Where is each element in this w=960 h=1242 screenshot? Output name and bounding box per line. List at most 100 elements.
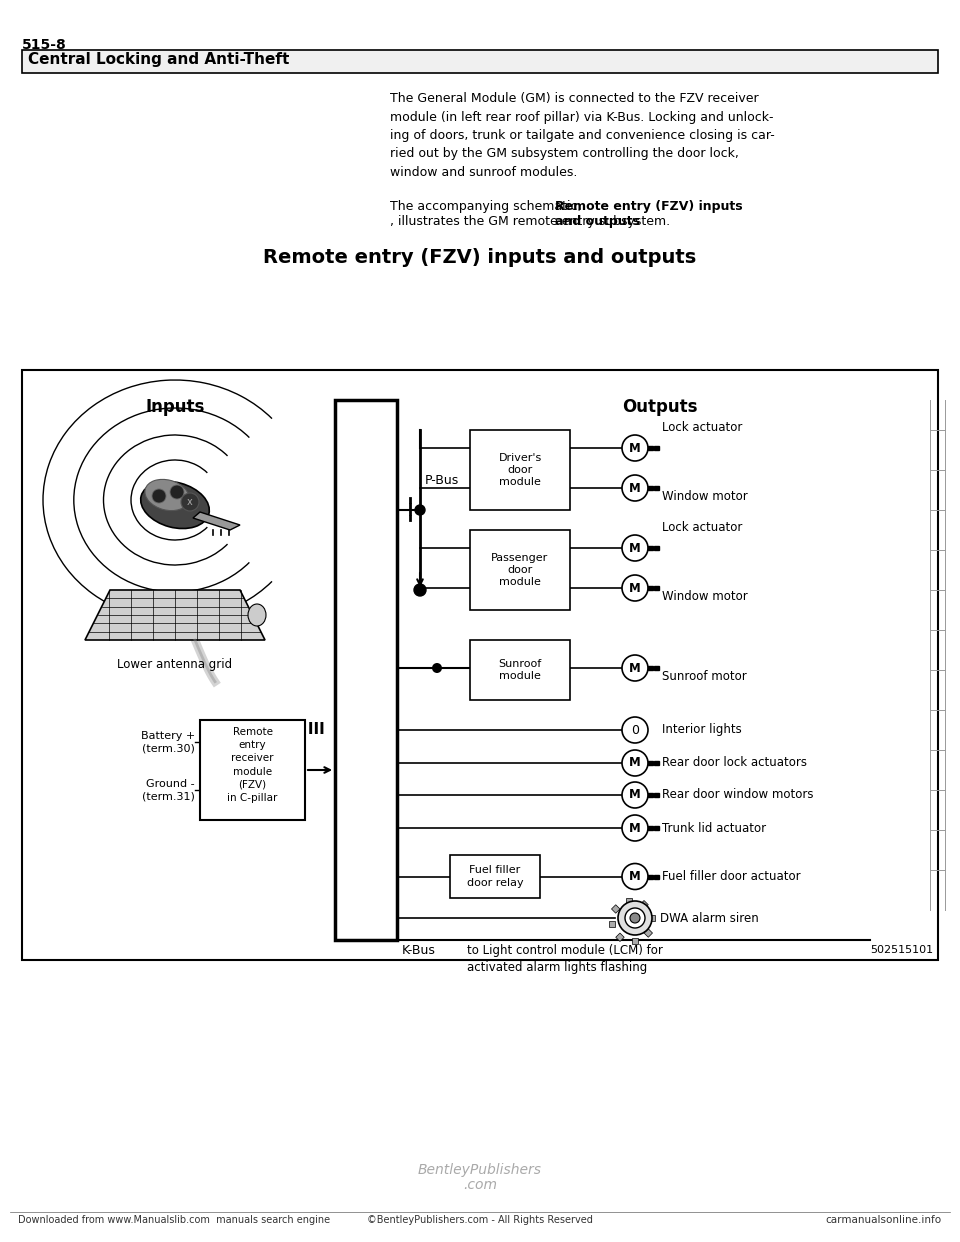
Text: Remote entry (FZV) inputs and outputs: Remote entry (FZV) inputs and outputs (263, 248, 697, 267)
Text: Fuel filler
door relay: Fuel filler door relay (467, 866, 523, 888)
Text: K-Bus: K-Bus (402, 944, 436, 958)
Circle shape (622, 815, 648, 841)
Circle shape (625, 908, 645, 928)
Text: carmanualsonline.info: carmanualsonline.info (826, 1215, 942, 1225)
Bar (335, 400, 397, 940)
Bar (648, 761, 653, 765)
Circle shape (622, 863, 648, 889)
Text: 515-8: 515-8 (22, 39, 67, 52)
Text: Fuel filler door actuator: Fuel filler door actuator (662, 869, 801, 883)
Circle shape (630, 913, 640, 923)
Text: Sunroof
module: Sunroof module (498, 658, 541, 681)
Bar (648, 546, 653, 550)
Bar (22, 370, 938, 960)
Bar (654, 874, 659, 878)
Text: GM III: GM III (276, 723, 325, 738)
Circle shape (152, 489, 166, 503)
Bar (470, 430, 570, 510)
Bar (644, 929, 653, 938)
Circle shape (432, 663, 442, 673)
Text: Interior lights: Interior lights (662, 724, 742, 737)
Bar (654, 761, 659, 765)
Text: The General Module (GM) is connected to the FZV receiver
module (in left rear ro: The General Module (GM) is connected to … (390, 92, 775, 179)
Circle shape (622, 474, 648, 501)
Text: M: M (629, 662, 641, 674)
Text: .com: .com (463, 1177, 497, 1192)
Bar (654, 586, 659, 590)
Polygon shape (193, 512, 240, 530)
Bar (609, 922, 615, 927)
Text: Driver's
door
module: Driver's door module (498, 452, 541, 487)
Text: 0: 0 (631, 724, 639, 737)
Circle shape (622, 750, 648, 776)
Text: Rear door window motors: Rear door window motors (662, 789, 813, 801)
Ellipse shape (145, 479, 189, 510)
Bar (639, 900, 648, 909)
Bar (654, 792, 659, 797)
Text: Window motor: Window motor (662, 491, 748, 503)
Text: x: x (187, 497, 193, 507)
Text: Remote entry (FZV) inputs
and outputs: Remote entry (FZV) inputs and outputs (555, 200, 743, 229)
Circle shape (415, 505, 425, 515)
Circle shape (622, 575, 648, 601)
Bar (654, 446, 659, 450)
Text: M: M (629, 581, 641, 595)
Ellipse shape (141, 482, 209, 529)
Circle shape (622, 435, 648, 461)
Text: Passenger
door
module: Passenger door module (492, 553, 548, 587)
Text: , illustrates the GM remote entry subsystem.: , illustrates the GM remote entry subsys… (390, 215, 670, 229)
Bar (648, 874, 653, 878)
Bar (648, 666, 653, 669)
Bar (470, 530, 570, 610)
Text: M: M (629, 482, 641, 494)
Bar (470, 640, 570, 700)
Text: M: M (629, 821, 641, 835)
Text: Lower antenna grid: Lower antenna grid (117, 658, 232, 671)
Circle shape (622, 782, 648, 809)
Bar (654, 546, 659, 550)
Bar (200, 720, 305, 820)
Bar (648, 486, 653, 491)
Text: M: M (629, 789, 641, 801)
Bar (450, 854, 540, 898)
Text: Outputs: Outputs (622, 397, 698, 416)
Text: M: M (629, 869, 641, 883)
Text: to Light control module (LCM) for
activated alarm lights flashing: to Light control module (LCM) for activa… (467, 944, 662, 974)
Bar (612, 904, 620, 913)
Bar (22, 50, 938, 73)
Circle shape (414, 584, 426, 596)
Bar (654, 666, 659, 669)
Text: Window motor: Window motor (662, 590, 748, 604)
Text: P-Bus: P-Bus (425, 473, 459, 487)
Ellipse shape (248, 604, 266, 626)
Circle shape (622, 535, 648, 561)
Circle shape (170, 484, 184, 499)
Text: Remote
entry
receiver
module
(FZV)
in C-pillar: Remote entry receiver module (FZV) in C-… (228, 727, 277, 804)
Text: Sunroof motor: Sunroof motor (662, 669, 747, 683)
Bar (648, 826, 653, 830)
Bar (648, 586, 653, 590)
Text: Battery +
(term.30): Battery + (term.30) (141, 730, 195, 753)
Polygon shape (85, 590, 265, 640)
Text: BentleyPublishers: BentleyPublishers (418, 1163, 542, 1177)
Text: 502515101: 502515101 (870, 945, 933, 955)
Bar (654, 486, 659, 491)
Text: Lock actuator: Lock actuator (662, 520, 742, 534)
Text: The accompanying schematic,: The accompanying schematic, (390, 200, 586, 212)
Text: Rear door lock actuators: Rear door lock actuators (662, 756, 807, 770)
Text: Ground -
(term.31): Ground - (term.31) (142, 779, 195, 801)
Circle shape (622, 655, 648, 681)
Text: ©BentleyPublishers.com - All Rights Reserved: ©BentleyPublishers.com - All Rights Rese… (367, 1215, 593, 1225)
Text: Inputs: Inputs (145, 397, 204, 416)
Bar (649, 915, 655, 922)
Text: Central Locking and Anti-Theft: Central Locking and Anti-Theft (28, 52, 289, 67)
Bar (648, 446, 653, 450)
Text: Trunk lid actuator: Trunk lid actuator (662, 821, 766, 835)
Bar (648, 792, 653, 797)
Circle shape (618, 900, 652, 935)
Text: M: M (629, 756, 641, 770)
Bar (626, 898, 632, 904)
Text: Lock actuator: Lock actuator (662, 421, 742, 433)
Bar (632, 938, 638, 944)
Bar (615, 933, 624, 941)
